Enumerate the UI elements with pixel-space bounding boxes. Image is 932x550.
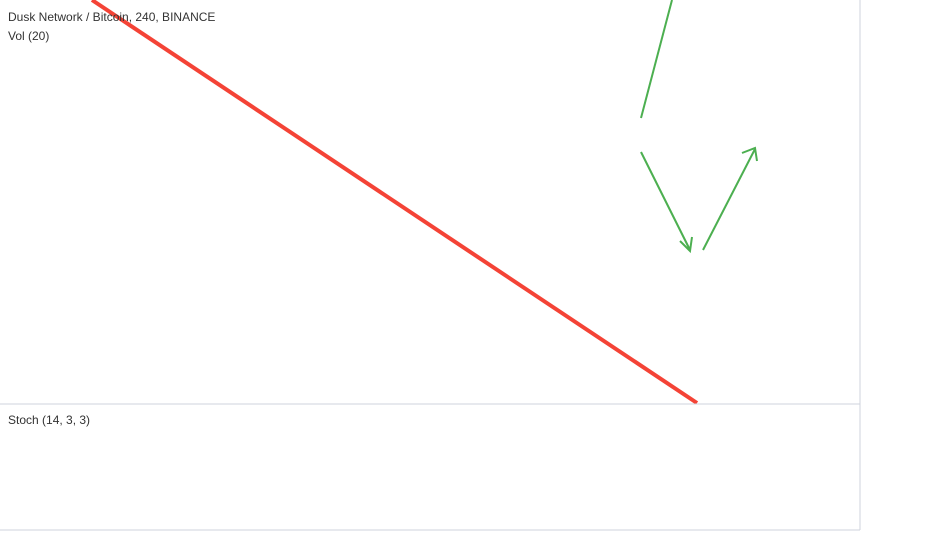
arrow-rebound [702,148,756,251]
stoch-title: Stoch (14, 3, 3) [8,413,90,427]
arrow-head [679,236,693,254]
trend-line [90,0,699,405]
chart-title: Dusk Network / Bitcoin, 240, BINANCE [8,10,215,24]
arrow-head [741,146,758,162]
arrow-up [640,0,673,119]
volume-title: Vol (20) [8,29,49,43]
arrow-down [640,151,691,251]
projection-arrows [640,0,758,254]
